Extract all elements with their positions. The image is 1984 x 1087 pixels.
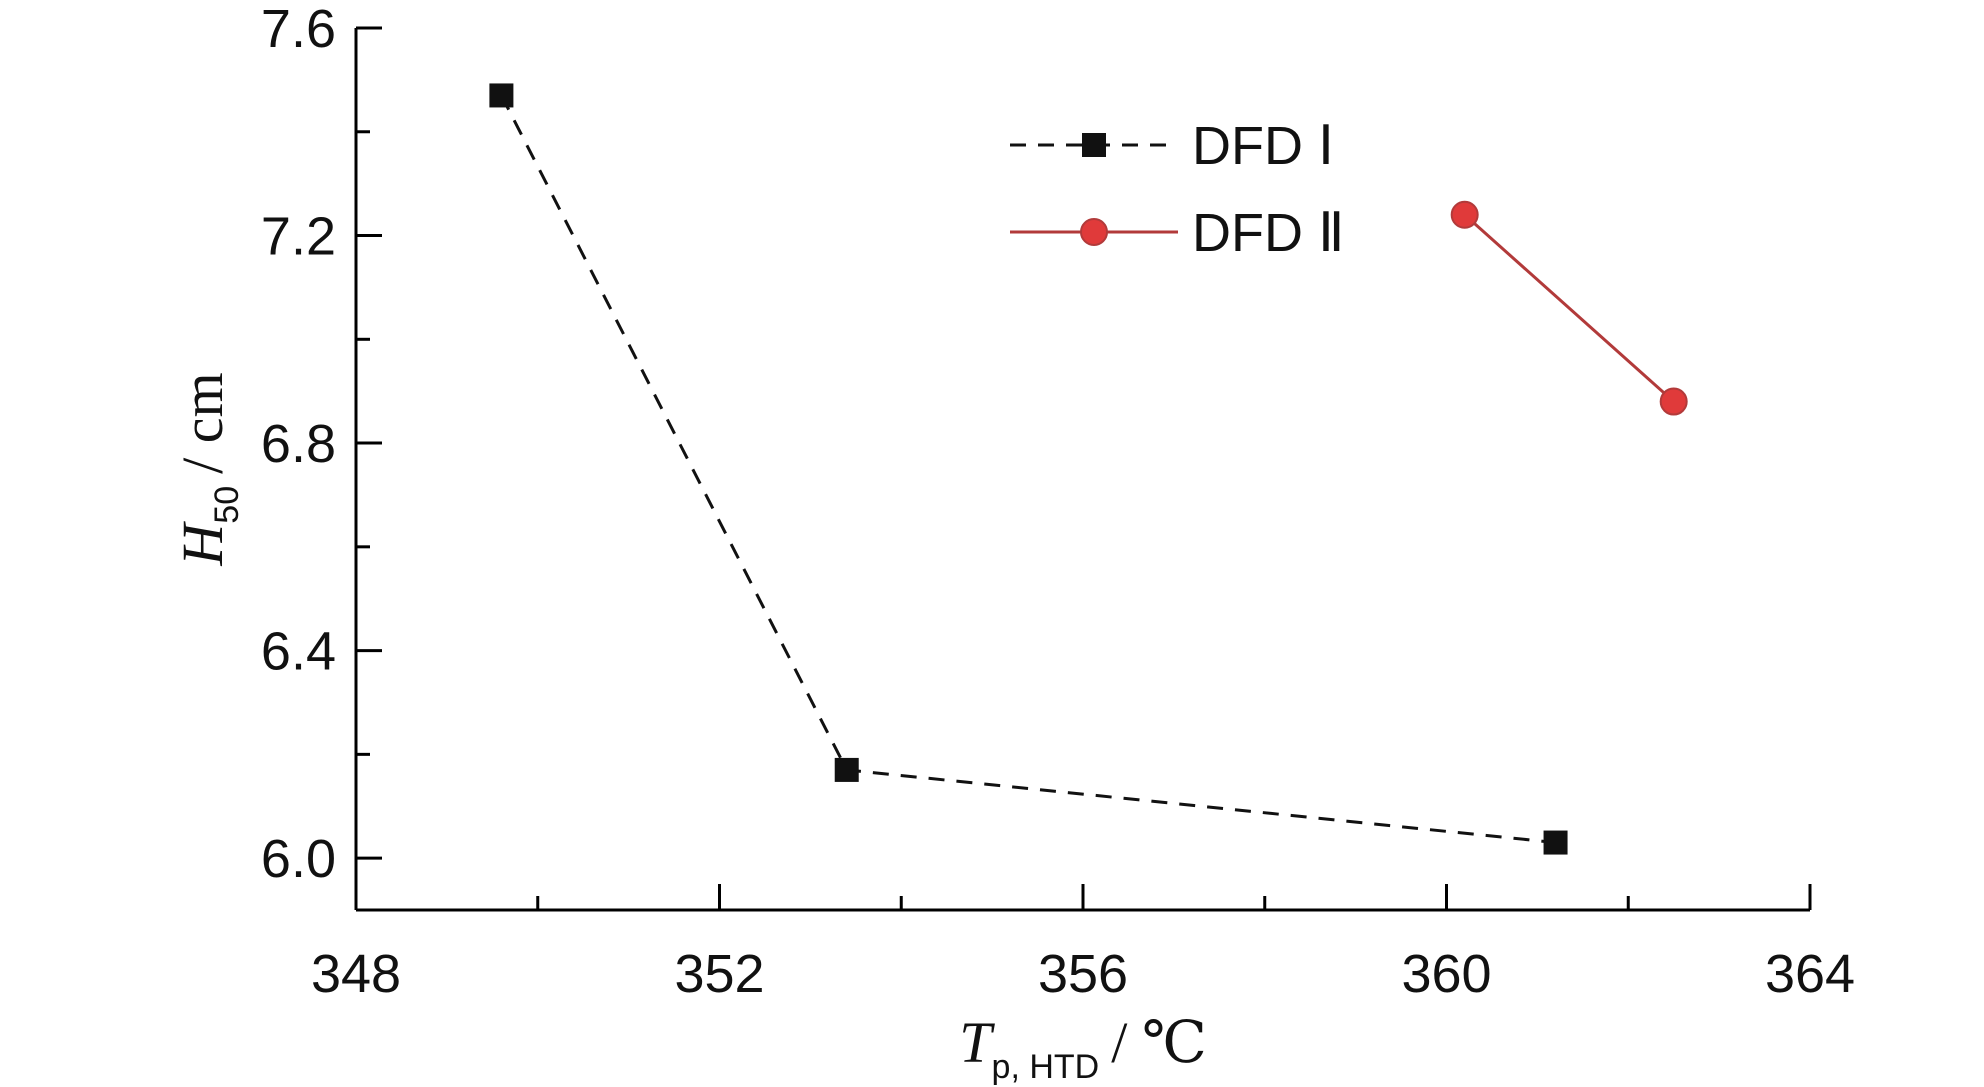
data-point-dfd2 [1450,200,1479,229]
x-tick-label: 352 [674,944,764,1004]
x-ticks: 348 352 356 360 364 [311,884,1855,1004]
y-axis-label-main: H [170,521,235,567]
x-tick-label: 356 [1038,944,1128,1004]
y-tick-label: 7.2 [261,207,336,267]
legend-item-dfd1: DFD Ⅰ [1010,116,1334,176]
y-tick-label: 7.6 [261,0,336,59]
legend-marker-dfd2 [1080,218,1108,246]
legend: DFD Ⅰ DFD Ⅱ [1010,116,1345,263]
x-axis-label-sub: p, HTD [992,1048,1100,1086]
y-tick-label: 6.8 [261,414,336,474]
data-point-dfd1 [1543,830,1568,855]
series-line-dfd1 [500,94,1556,845]
legend-item-dfd2: DFD Ⅱ [1010,203,1345,263]
data-point-dfd2 [1659,387,1688,416]
x-axis-label-main: T [959,1010,995,1075]
y-axis-label: H50 / cm [170,372,246,566]
y-tick-label: 6.0 [261,829,336,889]
y-axis-label-sub: 50 [208,486,246,524]
x-axis-label-unit: / ℃ [1111,1010,1207,1075]
x-tick-label: 348 [311,944,401,1004]
series-layer [489,83,1688,855]
legend-label-dfd1: DFD Ⅰ [1192,116,1334,176]
x-tick-label: 360 [1401,944,1491,1004]
y-axis-label-unit: / cm [170,372,235,473]
y-tick-label: 6.4 [261,622,336,682]
data-point-dfd1 [834,757,859,782]
x-tick-label: 364 [1765,944,1855,1004]
data-point-dfd1 [489,83,514,108]
legend-label-dfd2: DFD Ⅱ [1192,203,1345,263]
x-axis-label: Tp, HTD / ℃ [959,1010,1206,1086]
legend-marker-dfd1 [1082,133,1106,157]
series-line-dfd2 [1463,213,1675,403]
y-ticks: 6.0 6.4 6.8 7.2 7.6 [261,0,382,889]
